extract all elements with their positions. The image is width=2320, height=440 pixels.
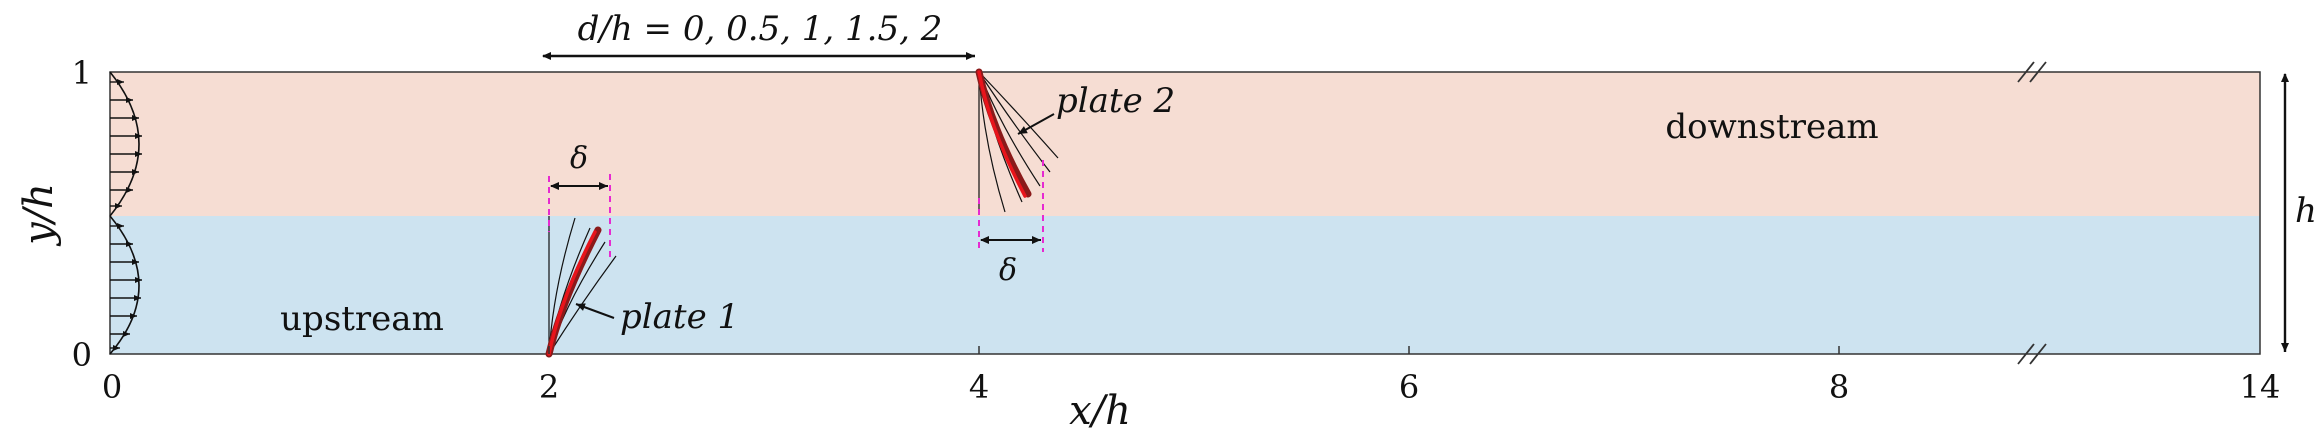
downstream-label: downstream bbox=[1665, 107, 1878, 147]
d-range-label: d/h = 0, 0.5, 1, 1.5, 2 bbox=[578, 9, 943, 49]
plate1-shape-red bbox=[547, 230, 597, 356]
plate2-pointer bbox=[1017, 113, 1055, 135]
x-tick-0: 0 bbox=[102, 368, 122, 406]
x-tick-2: 2 bbox=[539, 368, 559, 406]
x-axis-label: x/h bbox=[1069, 388, 1131, 434]
inlet-profile-lower bbox=[109, 215, 140, 355]
plate1-pointer bbox=[575, 303, 615, 319]
plate2-shape-red bbox=[977, 70, 1027, 198]
inlet-profile-upper bbox=[109, 71, 140, 217]
inlet-profile-upper-arrows bbox=[110, 79, 142, 209]
x-tick-marks bbox=[548, 346, 1840, 354]
height-label: h bbox=[2295, 191, 2317, 231]
axis-break-top bbox=[2017, 61, 2047, 83]
downstream-region bbox=[110, 72, 2260, 216]
y-tick-0: 0 bbox=[72, 336, 92, 374]
x-tick-4: 4 bbox=[969, 368, 989, 406]
plate1-label: plate 1 bbox=[620, 297, 739, 337]
inlet-profile-lower-arrows bbox=[110, 223, 142, 351]
channel-frame bbox=[109, 71, 2261, 355]
x-tick-14: 14 bbox=[2240, 368, 2281, 406]
x-tick-8: 8 bbox=[1829, 368, 1849, 406]
x-tick-6: 6 bbox=[1399, 368, 1419, 406]
upstream-region bbox=[110, 216, 2260, 354]
upstream-label: upstream bbox=[280, 299, 444, 339]
y-axis-label: y/h bbox=[16, 183, 62, 247]
y-tick-1: 1 bbox=[72, 54, 92, 92]
axis-break-bottom bbox=[2017, 343, 2047, 365]
plate2-delta-label: δ bbox=[999, 253, 1017, 288]
plate2-label: plate 2 bbox=[1056, 81, 1175, 121]
plate1-delta-label: δ bbox=[570, 141, 588, 176]
